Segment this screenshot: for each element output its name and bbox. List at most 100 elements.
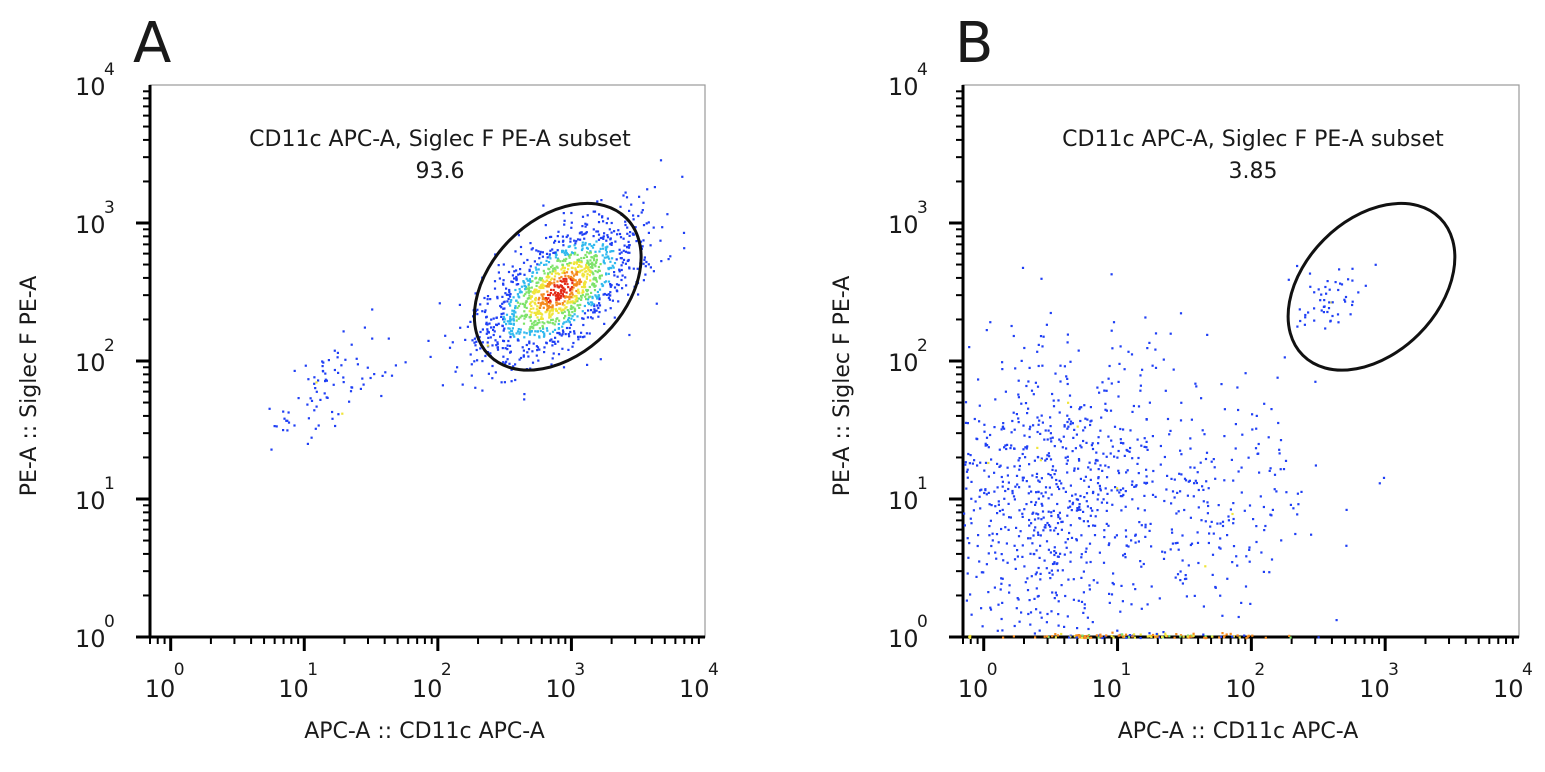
event-dot <box>1100 635 1103 638</box>
event-dot <box>523 393 526 396</box>
event-dot <box>1043 438 1046 441</box>
event-dot <box>1221 614 1224 617</box>
event-dot <box>1058 487 1061 491</box>
event-dot <box>1202 605 1205 608</box>
event-dot <box>611 257 614 260</box>
event-dot <box>564 259 567 263</box>
x-tick-base: 10 <box>958 675 989 703</box>
event-dot <box>1113 425 1117 428</box>
event-dot <box>451 341 454 344</box>
event-dot <box>537 250 540 253</box>
event-dot <box>611 299 614 302</box>
event-dot <box>479 303 482 306</box>
event-dot <box>314 387 317 390</box>
event-dot <box>1111 631 1114 634</box>
event-dot <box>521 302 525 305</box>
event-dot <box>536 263 539 266</box>
event-dot <box>1139 384 1142 387</box>
event-dot <box>1105 522 1108 525</box>
event-dot <box>1205 451 1209 454</box>
event-dot <box>1102 452 1105 455</box>
event-dot <box>541 298 544 301</box>
event-dot <box>1080 636 1083 639</box>
event-dot <box>537 318 540 321</box>
event-dot <box>967 452 970 456</box>
event-dot <box>1135 484 1138 487</box>
event-dot <box>641 245 644 248</box>
event-dot <box>1258 471 1261 474</box>
event-dot <box>609 285 612 288</box>
event-dot <box>1100 416 1103 419</box>
x-tick-base: 10 <box>1225 675 1256 703</box>
event-dot <box>561 302 564 305</box>
event-dot <box>486 323 489 326</box>
event-dot <box>1236 634 1239 637</box>
event-dot <box>561 251 564 254</box>
event-dot <box>1248 504 1252 507</box>
event-dot <box>516 330 520 333</box>
event-dot <box>1218 636 1221 639</box>
event-dot <box>553 328 557 331</box>
event-dot <box>985 436 989 439</box>
event-dot <box>1173 478 1176 481</box>
gate-ellipse[interactable] <box>1256 171 1488 403</box>
event-dot <box>1037 479 1040 482</box>
event-dot <box>547 321 550 324</box>
event-dot <box>632 218 635 221</box>
event-dot <box>964 401 968 404</box>
event-dot <box>980 607 983 610</box>
gate-name: CD11c APC-A, Siglec F PE-A subset <box>249 127 631 152</box>
event-dot <box>1017 421 1020 424</box>
event-dot <box>508 288 511 292</box>
event-dot <box>1226 534 1229 537</box>
event-dot <box>542 280 545 283</box>
event-dot <box>523 305 526 309</box>
event-dot <box>990 544 993 548</box>
event-dot <box>495 344 498 347</box>
event-dot <box>282 410 285 413</box>
event-dot <box>287 411 290 414</box>
event-dot <box>549 249 552 252</box>
event-dot <box>1190 542 1194 545</box>
event-dot <box>545 263 548 266</box>
event-dot <box>500 306 503 309</box>
event-dot <box>1091 491 1095 495</box>
event-dot <box>564 253 567 256</box>
event-dot <box>1071 503 1074 506</box>
event-dot <box>583 232 586 236</box>
event-dot <box>1122 442 1125 445</box>
event-dot <box>1077 458 1081 461</box>
event-dot <box>481 328 484 331</box>
event-dot <box>1148 635 1151 638</box>
event-dot <box>333 349 336 352</box>
event-dot <box>610 243 613 246</box>
event-dot <box>536 349 539 352</box>
event-dot <box>1162 557 1166 560</box>
event-dot <box>1187 480 1190 483</box>
event-dot <box>543 322 546 325</box>
event-dot <box>643 256 646 259</box>
event-dot <box>619 205 622 208</box>
gate-ellipse[interactable] <box>442 171 674 403</box>
event-dot <box>514 363 517 366</box>
event-dot <box>1122 428 1125 431</box>
event-dot <box>551 264 554 267</box>
event-dot <box>1034 526 1037 529</box>
event-dot <box>505 313 509 316</box>
event-dot <box>1173 496 1176 499</box>
event-dot <box>534 313 537 317</box>
gate-percent: 3.85 <box>1229 159 1278 184</box>
event-dot <box>529 327 532 330</box>
event-dot <box>1103 536 1106 539</box>
event-dot <box>596 297 599 300</box>
event-dot <box>1039 335 1043 338</box>
event-dot <box>1140 565 1143 568</box>
event-dot <box>569 253 572 256</box>
event-dot <box>587 303 590 306</box>
event-dot <box>1106 476 1109 479</box>
event-dot <box>1240 491 1243 494</box>
event-dot <box>1262 570 1265 573</box>
event-dot <box>541 251 544 254</box>
event-dot <box>593 289 597 292</box>
event-dot <box>573 332 576 335</box>
